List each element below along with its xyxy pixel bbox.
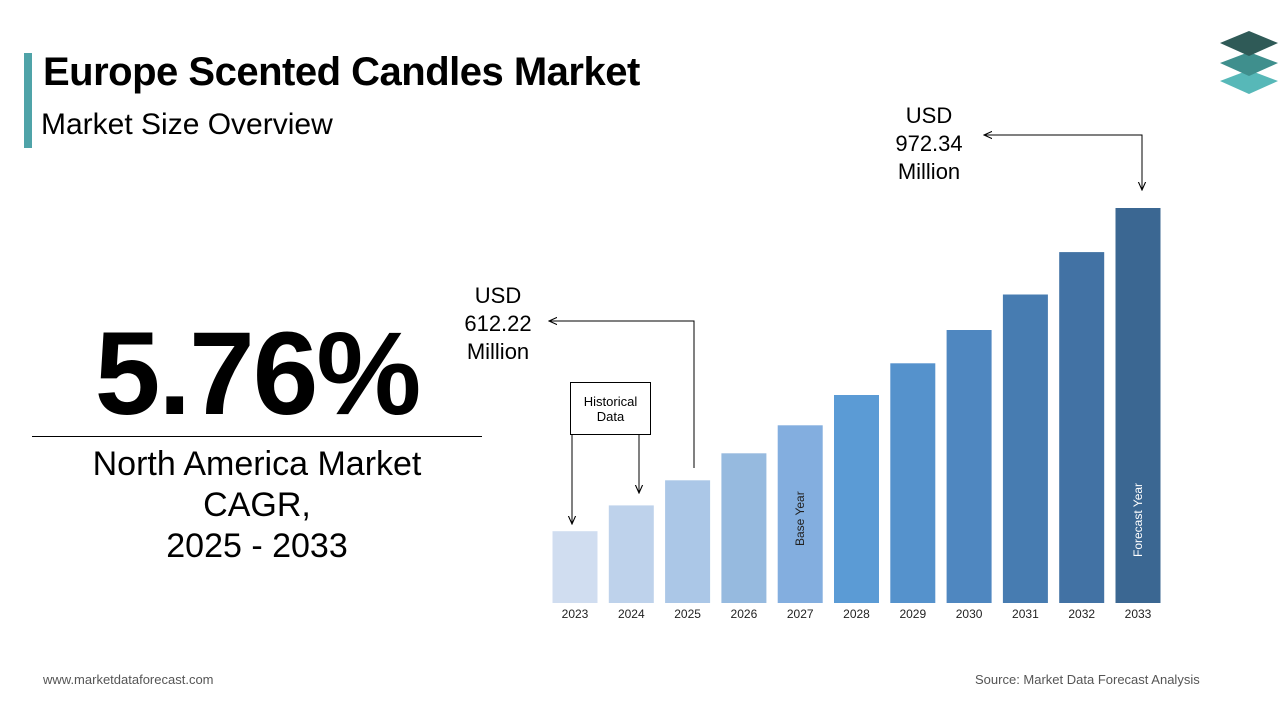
stacked-layers-icon xyxy=(1220,31,1278,94)
x-tick-2033: 2033 xyxy=(1125,607,1152,621)
bar-2030 xyxy=(946,330,992,603)
bar-2023 xyxy=(552,531,598,603)
start-value-arrow xyxy=(549,321,695,468)
x-tick-2029: 2029 xyxy=(899,607,926,621)
title-accent-bar xyxy=(24,53,32,148)
page-subtitle: Market Size Overview xyxy=(41,108,333,141)
bars-group xyxy=(552,208,1161,603)
x-tick-2030: 2030 xyxy=(956,607,983,621)
bar-2029 xyxy=(890,363,936,603)
historical-data-box: Historical Data xyxy=(570,382,651,435)
x-tick-2031: 2031 xyxy=(1012,607,1039,621)
start-value-label: USD 612.22 Million xyxy=(464,283,532,364)
end-value-label: USD 972.34 Million xyxy=(895,103,963,184)
x-tick-2032: 2032 xyxy=(1068,607,1095,621)
x-tick-labels: 2023 2024 2025 2026 2027 2028 2029 2030 2031 2032… xyxy=(562,607,1152,621)
bar-2024 xyxy=(608,505,654,603)
cagr-value: 5.76% xyxy=(94,308,422,440)
bar-2033 xyxy=(1115,208,1161,603)
x-tick-2028: 2028 xyxy=(843,607,870,621)
x-tick-2024: 2024 xyxy=(618,607,645,621)
forecast-year-label: Forecast Year xyxy=(1131,483,1145,557)
bar-2028 xyxy=(834,395,879,603)
x-tick-2025: 2025 xyxy=(674,607,701,621)
bar-2027 xyxy=(777,425,823,603)
end-value-arrow xyxy=(984,135,1142,190)
footer-website: www.marketdataforecast.com xyxy=(43,672,214,687)
bar-2025 xyxy=(665,480,711,603)
bar-2032 xyxy=(1059,252,1105,603)
footer-source: Source: Market Data Forecast Analysis xyxy=(975,672,1200,687)
page-title: Europe Scented Candles Market xyxy=(43,50,640,94)
x-tick-2026: 2026 xyxy=(731,607,758,621)
cagr-divider xyxy=(32,436,482,437)
cagr-label: North America Market CAGR, 2025 - 2033 xyxy=(92,445,422,565)
x-tick-2023: 2023 xyxy=(562,607,589,621)
bar-2026 xyxy=(721,453,767,603)
bar-2031 xyxy=(1002,294,1048,603)
base-year-label: Base Year xyxy=(793,491,807,546)
x-tick-2027: 2027 xyxy=(787,607,814,621)
